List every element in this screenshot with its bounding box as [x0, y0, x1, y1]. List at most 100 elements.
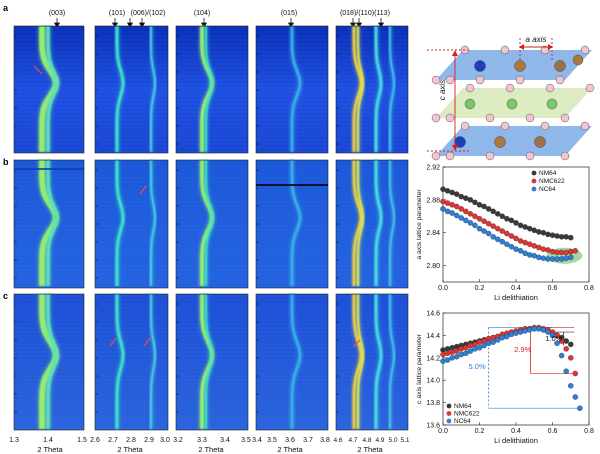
legend-marker	[531, 178, 537, 184]
oxygen-atom	[431, 151, 441, 161]
data-point	[499, 334, 506, 341]
red-arrow	[33, 65, 43, 75]
data-point	[467, 342, 474, 349]
data-point	[490, 234, 496, 240]
data-point	[481, 228, 487, 234]
data-point	[467, 348, 474, 354]
y-tick-label: 2.84	[426, 230, 440, 237]
data-point	[563, 255, 569, 261]
data-point	[563, 346, 569, 352]
data-point	[449, 355, 455, 361]
panel-label-a: a	[3, 3, 9, 13]
data-point	[472, 222, 478, 229]
data-point	[572, 394, 579, 400]
y-tick-label: 14.0	[426, 378, 440, 385]
crystal-structure-diagram: c axis a axis	[427, 35, 595, 161]
data-point	[526, 327, 533, 333]
data-point	[558, 338, 565, 344]
y-tick-label: 13.6	[426, 423, 440, 430]
data-point	[485, 340, 492, 346]
lithium-atom	[546, 98, 558, 110]
legend-label: NM64	[454, 403, 472, 410]
legend-label: NMC622	[539, 178, 565, 185]
data-point	[458, 206, 464, 212]
theta-axis-col1: 1.3 1.4 1.5 2 Theta	[9, 437, 87, 454]
oxygen-atom	[580, 45, 590, 55]
xrd-panel	[94, 25, 169, 154]
xrd-panel	[94, 159, 169, 289]
x-tick-label: 0.8	[584, 428, 594, 435]
data-point	[494, 236, 501, 243]
oxygen-atom	[445, 113, 455, 123]
data-point	[490, 339, 496, 345]
oxygen-atom	[465, 83, 475, 93]
tick-label: 3.4	[252, 437, 262, 444]
manganese-atom	[494, 136, 506, 148]
x-tick-label: 0.2	[475, 285, 485, 292]
data-point	[526, 252, 533, 258]
manganese-atom	[572, 54, 584, 66]
data-point	[499, 228, 506, 234]
data-point	[463, 217, 469, 224]
data-point	[467, 211, 474, 217]
tick-label: 3.0	[160, 437, 170, 444]
tick-label: 2.8	[126, 437, 136, 444]
peak-label-104: (104)	[194, 10, 210, 17]
data-point	[467, 197, 474, 203]
data-point	[458, 351, 464, 358]
tick-label: 2.6	[90, 437, 100, 444]
tick-label: 3.8	[320, 437, 330, 444]
data-point	[572, 370, 579, 377]
xrd-panel	[335, 25, 409, 154]
xrd-panel	[255, 25, 329, 154]
data-point	[508, 331, 515, 338]
transition-metal-layer-bottom	[436, 126, 592, 156]
data-point	[545, 231, 551, 238]
data-point	[504, 241, 510, 247]
tick-label: 3.2	[173, 437, 183, 444]
legend-marker	[446, 411, 452, 416]
data-point	[517, 248, 524, 254]
data-point	[536, 254, 542, 261]
data-point	[568, 254, 574, 261]
data-point	[476, 339, 483, 345]
data-point	[472, 199, 478, 206]
axis-title: 2 Theta	[37, 445, 63, 454]
theta-axis-col3: 3.2 3.3 3.4 3.5 2 Theta	[173, 437, 251, 454]
data-point	[508, 233, 515, 239]
data-point	[440, 358, 446, 364]
xrd-panel	[13, 25, 85, 154]
data-point	[504, 333, 510, 340]
data-point	[449, 349, 455, 355]
oxygen-atom	[485, 113, 495, 123]
y-tick-label: 2.80	[426, 263, 440, 270]
tick-label: 2.9	[144, 437, 154, 444]
xrd-panel	[175, 25, 249, 154]
chart-e-a-axis: 0.0 0.2 0.4 0.6 0.8 2.80 2.84 2.88 2.92 Li delith…	[416, 165, 594, 303]
data-point	[476, 344, 483, 351]
tick-label: 1.4	[43, 437, 53, 444]
tick-label: 4.9	[375, 437, 384, 444]
data-point	[485, 230, 492, 237]
data-point	[540, 255, 547, 261]
peak-label-113: (113)	[374, 10, 390, 17]
data-point	[499, 213, 506, 220]
oxygen-atom	[485, 151, 495, 161]
data-point	[463, 208, 469, 215]
legend-marker	[446, 418, 452, 424]
oxygen-atom	[585, 83, 595, 93]
lithium-atom	[464, 98, 476, 110]
tick-label: 3.3	[197, 437, 207, 444]
xrd-panel	[335, 159, 409, 289]
data-point	[467, 220, 474, 226]
tick-label: 3.6	[285, 437, 295, 444]
y-tick-label: 13.8	[426, 400, 440, 407]
annotation-label: 1.0%	[545, 334, 562, 343]
data-point	[476, 225, 483, 232]
data-point	[485, 206, 492, 212]
x-tick-label: 0.6	[548, 285, 558, 292]
data-point	[536, 229, 542, 235]
x-tick-label: 0.0	[438, 285, 448, 292]
peak-label-018-110: (018)/(110)	[340, 10, 374, 17]
